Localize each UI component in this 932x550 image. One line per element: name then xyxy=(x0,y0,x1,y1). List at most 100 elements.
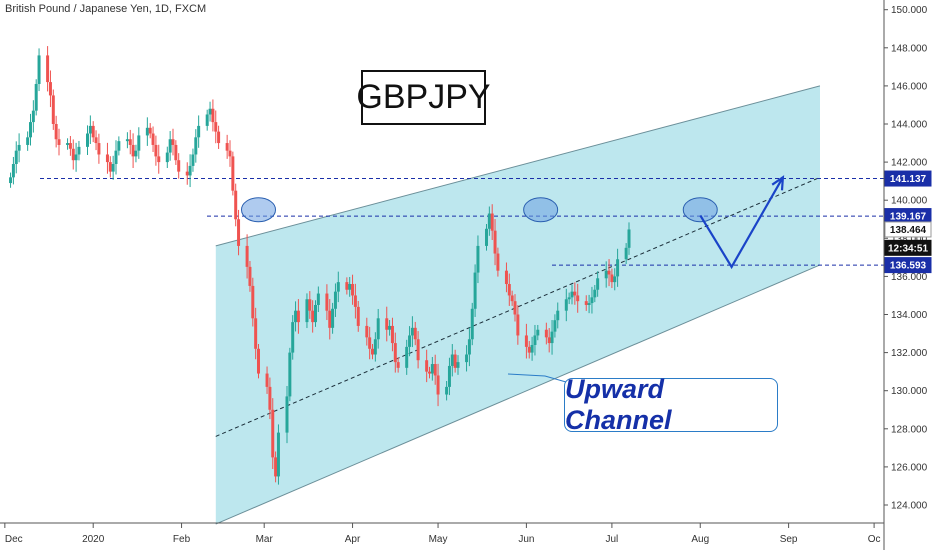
candle-body xyxy=(197,125,201,138)
candle-body xyxy=(131,144,135,157)
candle-body xyxy=(371,348,374,355)
callout-pointer xyxy=(507,373,567,383)
candle-body xyxy=(473,272,477,309)
candle-body xyxy=(453,354,457,368)
candle-body xyxy=(485,228,488,246)
y-tick-label: 136.000 xyxy=(891,272,928,283)
candle-body xyxy=(376,318,380,340)
pair-label-text: GBPJPY xyxy=(356,78,491,116)
candle-body xyxy=(564,299,568,311)
x-tick-label: May xyxy=(429,534,448,545)
candle-body xyxy=(137,135,141,151)
candle-body xyxy=(436,375,440,395)
candle-body xyxy=(165,152,169,163)
candle-body xyxy=(11,164,15,178)
candle-body xyxy=(476,245,480,273)
candle-body xyxy=(345,282,349,290)
candles xyxy=(9,46,631,485)
candle-body xyxy=(157,156,161,163)
candle-body xyxy=(171,139,175,145)
candle-body xyxy=(433,364,437,376)
candle-body xyxy=(257,348,260,374)
candle-body xyxy=(314,304,317,323)
candle-body xyxy=(105,154,109,163)
candle-body xyxy=(26,137,30,145)
candle-body xyxy=(348,284,352,290)
candle-body xyxy=(470,308,474,340)
candle-body xyxy=(573,291,577,296)
x-tick-label: 2020 xyxy=(82,534,105,545)
candle-body xyxy=(607,270,611,275)
candle-body xyxy=(467,339,471,355)
candle-body xyxy=(211,108,215,123)
price-tag-box xyxy=(884,257,932,274)
candle-body xyxy=(430,364,434,374)
candle-body xyxy=(544,329,548,338)
candle-body xyxy=(490,213,494,231)
y-tick-label: 138.000 xyxy=(891,234,928,245)
x-tick-label: Dec xyxy=(5,534,23,545)
candle-body xyxy=(328,310,332,328)
candle-body xyxy=(191,154,195,166)
y-tick-label: 124.000 xyxy=(891,501,928,512)
candle-body xyxy=(408,335,412,347)
candle-body xyxy=(77,146,81,155)
candle-body xyxy=(185,171,189,176)
projection-arrow xyxy=(507,175,785,383)
y-tick-label: 134.000 xyxy=(891,310,928,321)
x-tick-label: Jul xyxy=(606,534,619,545)
price-tag-label: 138.464 xyxy=(890,225,927,236)
price-tag-label: 139.167 xyxy=(890,212,927,223)
candle-body xyxy=(405,346,409,368)
candle-body xyxy=(587,303,591,305)
highlight-ellipse xyxy=(682,197,718,223)
candle-body xyxy=(237,219,241,246)
candle-body xyxy=(265,373,269,387)
candle-body xyxy=(251,285,255,319)
channel-fill xyxy=(215,85,821,525)
candle-body xyxy=(54,124,58,140)
highlight-ellipse xyxy=(241,197,276,223)
y-tick-label: 128.000 xyxy=(891,424,928,435)
candle-body xyxy=(325,293,329,311)
candle-body xyxy=(316,293,320,305)
candle-body xyxy=(390,325,394,344)
y-tick-label: 150.000 xyxy=(891,5,928,16)
x-tick-label: Sep xyxy=(780,534,798,545)
candle-body xyxy=(245,245,249,267)
candle-body xyxy=(14,150,18,165)
candle-body xyxy=(527,346,531,353)
x-tick-label: Apr xyxy=(345,534,361,545)
candle-body xyxy=(168,139,172,153)
x-tick-label: Jun xyxy=(518,534,534,545)
candle-body xyxy=(567,297,571,300)
candle-body xyxy=(48,82,52,96)
candle-body xyxy=(276,432,280,477)
candle-body xyxy=(285,396,289,433)
candle-body xyxy=(373,339,377,355)
candle-body xyxy=(291,322,295,353)
candle-body xyxy=(356,306,360,326)
candle-body xyxy=(271,409,275,458)
x-tick-label: Mar xyxy=(256,534,274,545)
candle-body xyxy=(254,318,258,349)
candle-body xyxy=(111,164,115,172)
symbol-title: British Pound / Japanese Yen, 1D, FXCM xyxy=(5,3,207,15)
candle-body xyxy=(584,301,588,305)
y-tick-label: 130.000 xyxy=(891,386,928,397)
candle-body xyxy=(353,295,357,307)
candle-body xyxy=(550,331,554,344)
candle-body xyxy=(613,276,617,283)
price-tags: 141.137 139.167 138.464 12:34:51 136.593 xyxy=(884,170,932,274)
candle-body xyxy=(134,150,138,157)
candle-body xyxy=(410,327,414,336)
candle-body xyxy=(194,137,198,155)
candle-body xyxy=(510,295,514,302)
candle-body xyxy=(294,310,298,323)
candle-body xyxy=(17,144,21,151)
channel-lower-line xyxy=(215,264,821,525)
candle-body xyxy=(88,125,92,134)
candle-body xyxy=(553,320,557,332)
resistance-highlights xyxy=(241,197,718,223)
